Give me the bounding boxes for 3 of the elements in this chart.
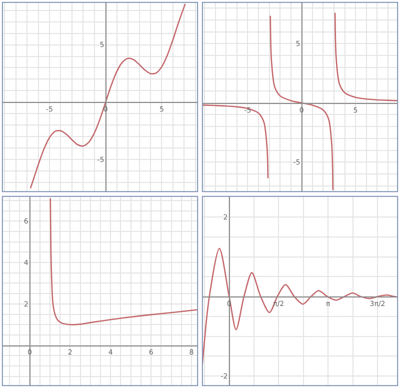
line-series bbox=[202, 248, 398, 365]
line-series bbox=[50, 198, 198, 326]
line-series bbox=[30, 3, 186, 189]
